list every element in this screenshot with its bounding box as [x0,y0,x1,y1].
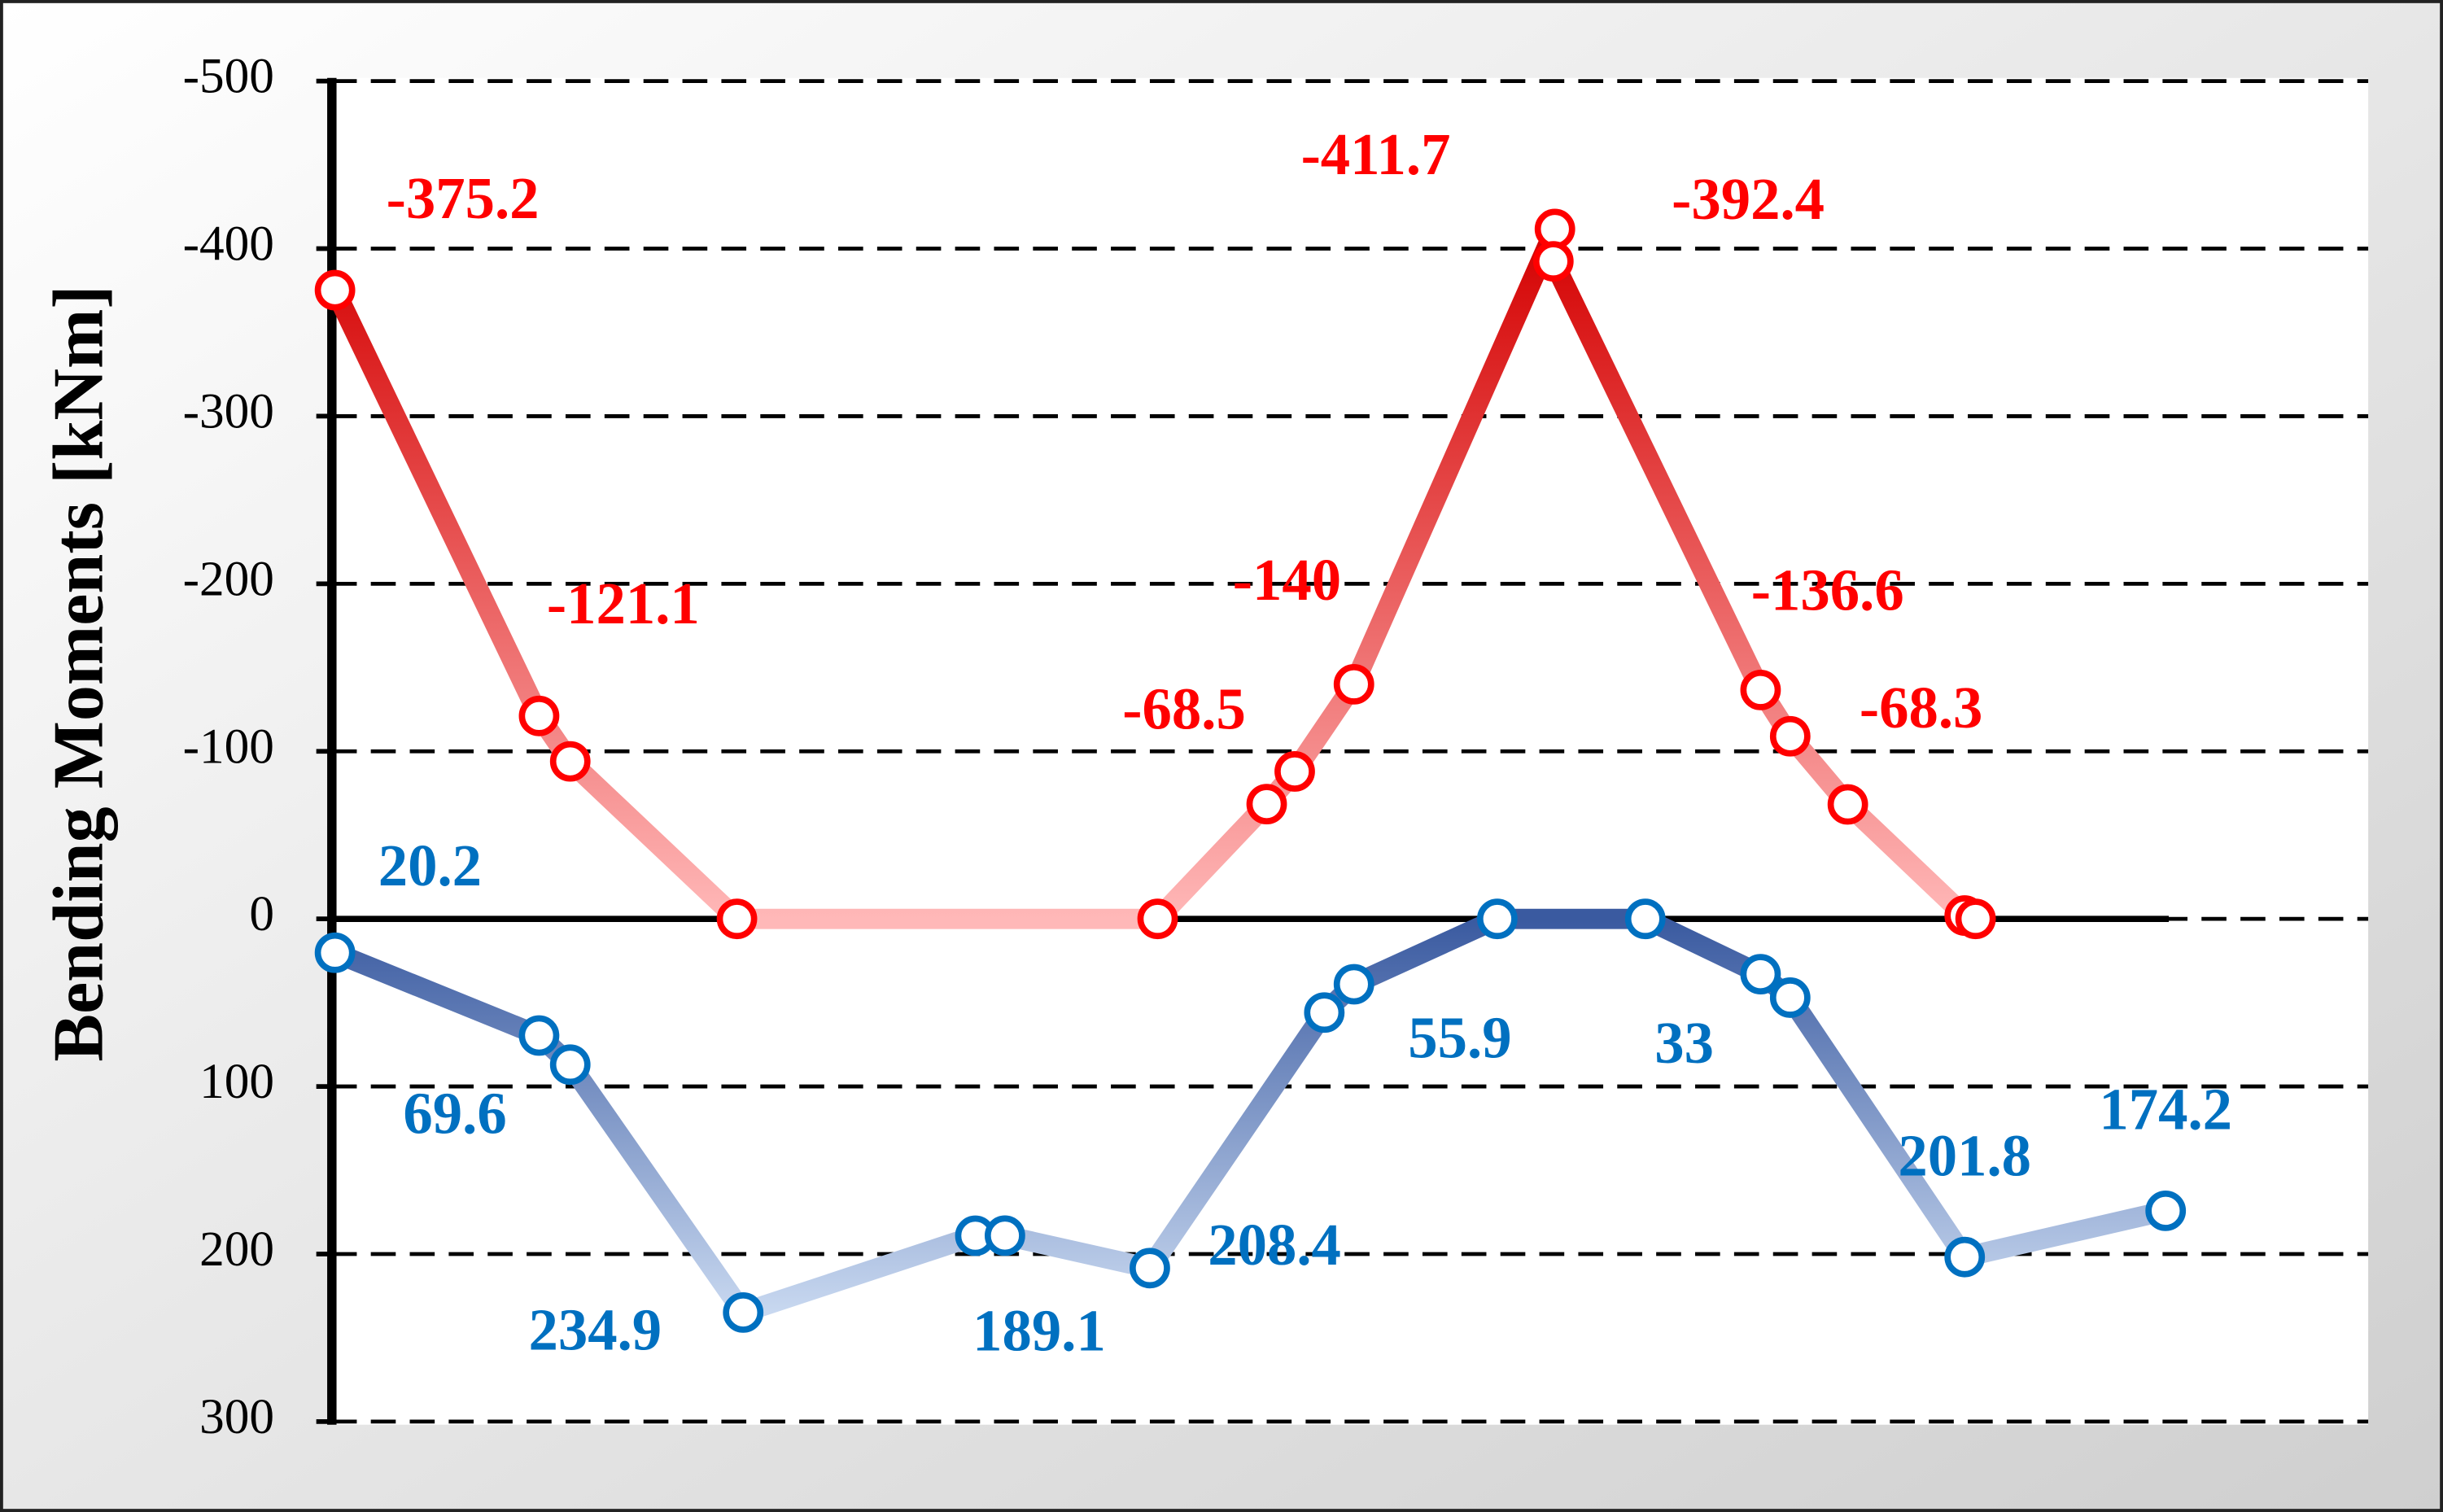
data-label: -140 [1233,547,1341,613]
data-point [518,695,560,736]
data-label: 174.2 [2099,1077,2232,1143]
data-label: 234.9 [529,1296,662,1362]
data-point [1137,898,1178,940]
data-point [1534,208,1575,250]
data-label: -68.3 [1860,675,1983,741]
data-point [1827,784,1868,825]
data-point [314,932,356,973]
y-tick-label: 300 [199,1389,274,1444]
data-point [1955,898,1996,940]
data-label: 55.9 [1408,1004,1511,1070]
data-label: -411.7 [1301,121,1451,187]
data-point [984,1215,1025,1256]
data-point [549,1044,591,1086]
data-point [549,741,591,782]
data-point [1130,1248,1170,1289]
data-label: -392.4 [1672,166,1825,232]
data-point [1740,669,1781,710]
data-point [723,1291,764,1333]
data-point [518,1015,560,1056]
y-axis-title: Bending Moments [kNm] [40,285,119,1061]
data-point [1274,751,1315,792]
data-point [1769,977,1811,1018]
data-point [1532,241,1574,282]
data-label: 189.1 [972,1298,1106,1364]
data-label: 69.6 [403,1081,506,1147]
y-tick-label: 100 [199,1054,274,1109]
data-point [1333,964,1374,1005]
y-tick-label: -200 [183,551,274,606]
y-tick-label: -400 [183,216,274,272]
data-point [314,269,356,311]
data-label: -136.6 [1751,557,1904,623]
data-point [716,898,758,940]
data-label: 33 [1654,1010,1714,1076]
data-label: 208.4 [1208,1212,1341,1278]
y-tick-label: 0 [249,886,274,942]
data-label: 201.8 [1898,1123,2031,1189]
data-point [1246,784,1287,825]
data-label: -121.1 [547,570,700,636]
data-point [1304,992,1345,1033]
y-tick-label: 200 [199,1221,274,1277]
data-label: -375.2 [387,165,540,231]
data-label: 20.2 [378,832,482,898]
data-point [2145,1190,2187,1231]
y-tick-label: -100 [183,719,274,774]
data-label: -68.5 [1122,676,1246,742]
y-tick-label: -500 [183,49,274,104]
data-point [1740,954,1781,995]
data-point [1944,1236,1986,1278]
y-tick-label: -300 [183,383,274,439]
data-point [1333,663,1374,705]
data-point [1476,898,1518,940]
data-point [1769,715,1811,757]
data-point [1624,898,1666,940]
